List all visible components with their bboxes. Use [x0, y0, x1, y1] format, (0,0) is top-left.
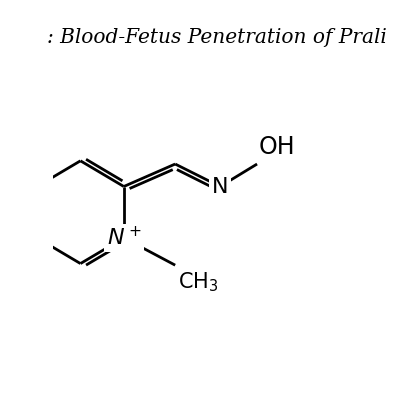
Text: : Blood-Fetus Penetration of Prali: : Blood-Fetus Penetration of Prali	[47, 28, 387, 47]
Text: CH$_3$: CH$_3$	[178, 270, 219, 294]
Text: N: N	[212, 176, 229, 196]
Text: $N^+$: $N^+$	[106, 226, 141, 249]
Text: OH: OH	[259, 135, 295, 159]
